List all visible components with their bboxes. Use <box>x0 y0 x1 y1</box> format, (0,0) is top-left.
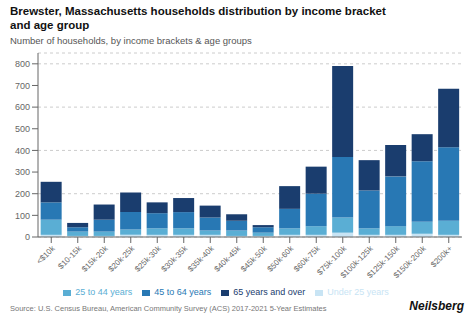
html-text:Source: U.S. Census Bureau, Am: Source: U.S. Census Bureau, American Com… <box>10 304 327 313</box>
html-text:Brewster, Massachusetts househ: Brewster, Massachusetts households distr… <box>10 5 386 17</box>
svg-text:$125k-150k: $125k-150k <box>365 244 402 280</box>
svg-text:$200k+: $200k+ <box>429 244 454 269</box>
html-text:45 to 64 years: 45 to 64 years <box>154 287 212 297</box>
svg-text:400: 400 <box>15 146 30 156</box>
svg-text:$40k-45k: $40k-45k <box>213 243 243 273</box>
svg-text:$30k-35k: $30k-35k <box>160 243 190 273</box>
svg-text:200: 200 <box>15 189 30 199</box>
svg-text:600: 600 <box>15 102 30 112</box>
svg-text:$20k-25k: $20k-25k <box>107 243 137 273</box>
svg-text:700: 700 <box>15 81 30 91</box>
svg-text:$35k-40k: $35k-40k <box>186 243 216 273</box>
svg-text:300: 300 <box>15 167 30 177</box>
svg-text:$100k-125k: $100k-125k <box>338 244 375 280</box>
html-text:25 to 44 years: 25 to 44 years <box>75 287 133 297</box>
svg-text:$50k-60k: $50k-60k <box>266 243 296 273</box>
svg-text:<$10k: <$10k <box>35 243 58 266</box>
svg-text:800: 800 <box>15 59 30 69</box>
svg-text:500: 500 <box>15 124 30 134</box>
svg-text:$25k-30k: $25k-30k <box>133 243 163 273</box>
svg-text:$75k-100k: $75k-100k <box>315 244 349 277</box>
svg-text:100: 100 <box>15 211 30 221</box>
html-text:Number of households, by incom: Number of households, by income brackets… <box>10 35 252 46</box>
html-text:and age group: and age group <box>10 19 90 31</box>
svg-text:$60k-75k: $60k-75k <box>292 244 322 274</box>
svg-text:$150k-200k: $150k-200k <box>392 243 429 280</box>
html-text:Under 25 years: Under 25 years <box>327 287 389 297</box>
svg-text:$10-15k: $10-15k <box>56 244 84 271</box>
svg-text:$45k-50k: $45k-50k <box>239 243 269 273</box>
svg-text:$15k-20k: $15k-20k <box>80 243 110 273</box>
html-text:Neilsberg: Neilsberg <box>409 299 464 313</box>
html-text:65 years and over: 65 years and over <box>233 287 306 297</box>
svg-text:0: 0 <box>25 232 30 242</box>
